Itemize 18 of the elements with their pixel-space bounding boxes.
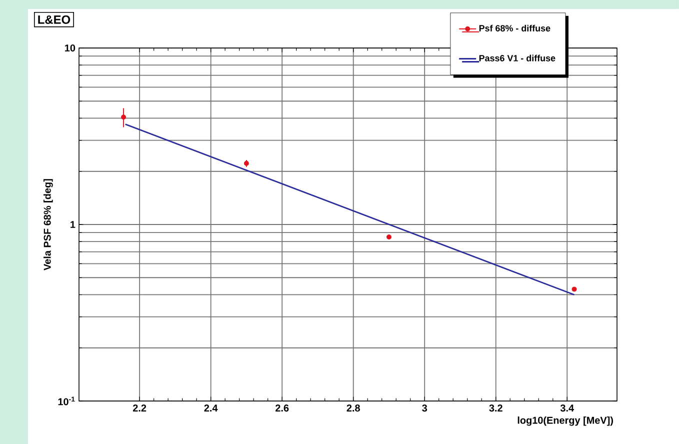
legend-label: Pass6 V1 - diffuse xyxy=(479,54,556,62)
y-tick-label: 10 xyxy=(65,44,76,52)
text: L&EO xyxy=(38,15,70,24)
y-tick-label: 1 xyxy=(70,221,76,228)
x-tick-label: 2.6 xyxy=(276,404,289,412)
x-tick-label: 2.8 xyxy=(346,404,360,412)
point xyxy=(386,234,392,240)
x-tick-label: 3.4 xyxy=(560,404,574,412)
y-tick-label: 10$^{-1}$ xyxy=(58,396,75,406)
x-tick-label: 3 xyxy=(422,404,428,412)
y-axis-title: Vela PSF 68% [deg] xyxy=(44,179,53,270)
legend-label: Psf 68% - diffuse xyxy=(479,24,550,32)
point xyxy=(121,114,126,120)
x-tick-label: 3.2 xyxy=(489,404,502,412)
x-tick-label: 2.4 xyxy=(204,404,218,412)
x-axis-title: log10(Energy [MeV]) xyxy=(518,416,613,426)
x-tick-label: 2.2 xyxy=(132,404,146,412)
point xyxy=(572,286,577,292)
